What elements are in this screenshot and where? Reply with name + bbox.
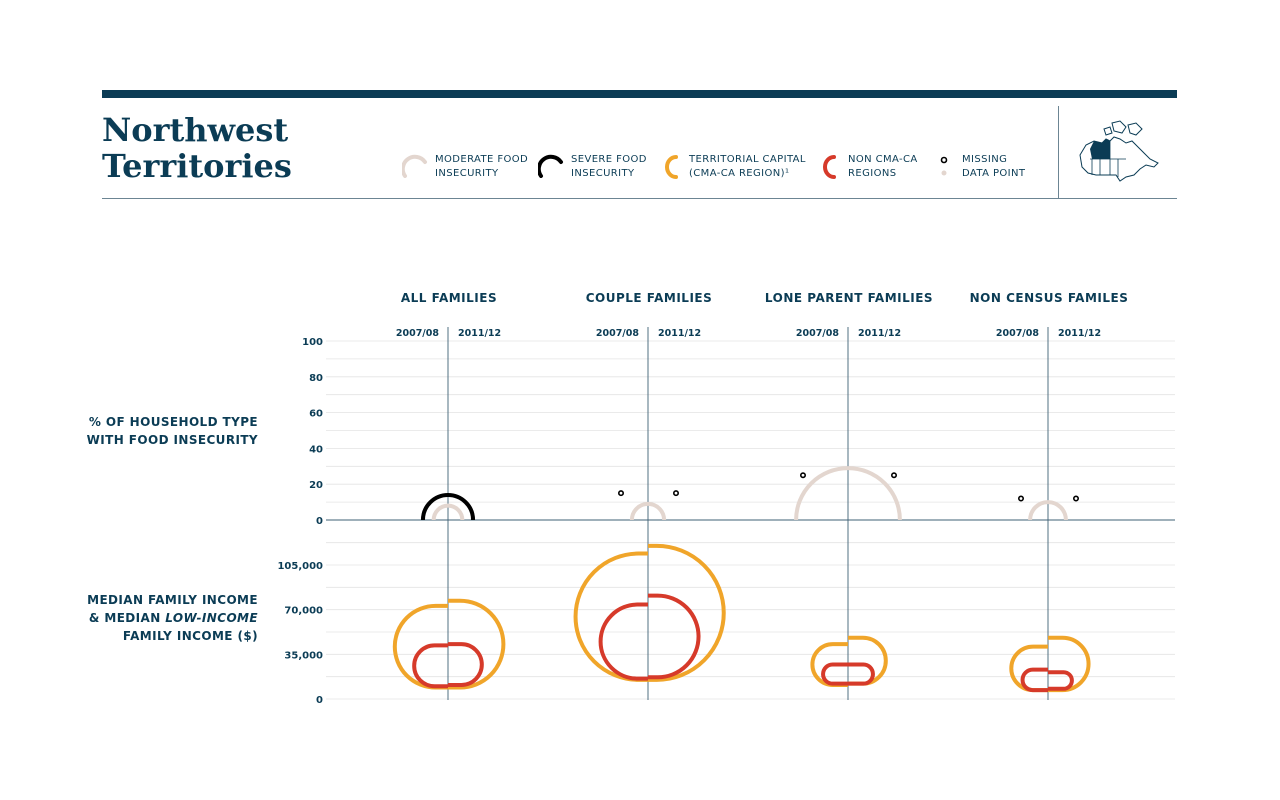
- moderate-insecurity-arc: [794, 466, 849, 521]
- legend-capital-label: TERRITORIAL CAPITAL (CMA-CA REGION)¹: [689, 154, 806, 179]
- income-row-label-line1: MEDIAN FAMILY INCOME: [87, 593, 258, 607]
- capital-income-shape: [810, 642, 848, 687]
- missing-data-point: [799, 472, 806, 479]
- noncma-income-shape: [412, 643, 448, 689]
- column-title: LONE PARENT FAMILIES: [765, 291, 933, 305]
- moderate-insecurity-arc: [1028, 500, 1049, 521]
- page-title-line2: Territories: [102, 147, 292, 185]
- food-axis-tick-label: 0: [316, 516, 323, 527]
- income-row-label-line3: FAMILY INCOME ($): [123, 629, 258, 643]
- period-label-left: 2007/08: [796, 328, 840, 339]
- legend-severe-label: SEVERE FOOD INSECURITY: [571, 154, 647, 179]
- income-axis-tick-label: 70,000: [284, 606, 323, 617]
- missing-data-point: [672, 490, 679, 497]
- noncma-income-shape: [598, 602, 648, 681]
- page-title: Northwest Territories: [102, 112, 292, 184]
- period-label-left: 2007/08: [596, 328, 640, 339]
- moderate-insecurity-arc: [431, 503, 449, 521]
- capital-income-shape: [1048, 635, 1091, 693]
- severe-insecurity-legend-icon: [538, 154, 563, 178]
- missing-data-point: [890, 472, 897, 479]
- food-axis-tick-label: 60: [309, 409, 323, 420]
- column-title: NON CENSUS FAMILES: [970, 291, 1129, 305]
- noncma-income-shape: [648, 593, 701, 680]
- period-label-right: 2011/12: [658, 328, 701, 339]
- missing-data-point: [1073, 495, 1080, 502]
- food-axis-tick-label: 20: [309, 480, 323, 491]
- period-label-right: 2011/12: [458, 328, 501, 339]
- moderate-insecurity-arc: [847, 466, 902, 521]
- column-title: ALL FAMILIES: [401, 291, 497, 305]
- territorial-capital-legend-icon: [665, 155, 678, 179]
- food-row-label-line2: WITH FOOD INSECURITY: [87, 433, 258, 447]
- income-axis-tick-label: 0: [316, 695, 323, 706]
- noncma-income-shape: [1020, 667, 1048, 693]
- capital-income-shape: [648, 543, 726, 682]
- period-label-left: 2007/08: [396, 328, 440, 339]
- header-rule: [102, 198, 1177, 199]
- period-label-left: 2007/08: [996, 328, 1040, 339]
- moderate-insecurity-arc: [447, 503, 465, 521]
- food-axis-tick-label: 80: [309, 373, 323, 384]
- noncma-income-shape: [848, 662, 875, 686]
- missing-data-point: [617, 490, 624, 497]
- moderate-insecurity-legend-icon: [402, 154, 427, 178]
- moderate-insecurity-arc: [1047, 500, 1068, 521]
- non-cma-legend-icon: [823, 155, 836, 179]
- column-title: COUPLE FAMILIES: [586, 291, 713, 305]
- food-row-label-line1: % OF HOUSEHOLD TYPE: [89, 415, 258, 429]
- severe-insecurity-arc: [447, 492, 476, 521]
- page-title-line1: Northwest: [102, 111, 289, 149]
- moderate-insecurity-arc: [629, 501, 649, 521]
- period-label-right: 2011/12: [1058, 328, 1101, 339]
- noncma-income-shape: [448, 642, 484, 687]
- income-axis-tick-label: 105,000: [277, 561, 323, 572]
- legend-noncma-label: NON CMA-CA REGIONS: [848, 154, 918, 179]
- income-row-label-italic: LOW-INCOME: [165, 611, 258, 625]
- food-axis-tick-label: 100: [302, 337, 323, 348]
- period-label-right: 2011/12: [858, 328, 901, 339]
- food-axis-tick-label: 40: [309, 444, 323, 455]
- capital-income-shape: [448, 598, 506, 690]
- map-divider: [1058, 106, 1059, 198]
- missing-data-point: [1017, 495, 1024, 502]
- income-row-label-prefix: & MEDIAN: [89, 611, 165, 625]
- legend-missing-label: MISSING DATA POINT: [962, 154, 1026, 179]
- header-top-bar: [102, 90, 1177, 98]
- severe-insecurity-arc: [420, 492, 449, 521]
- capital-income-shape: [392, 603, 448, 690]
- legend-moderate-label: MODERATE FOOD INSECURITY: [435, 154, 529, 179]
- moderate-insecurity-arc: [647, 501, 667, 521]
- capital-income-shape: [573, 551, 648, 682]
- income-axis-tick-label: 35,000: [284, 650, 323, 661]
- canada-map-icon: [1079, 120, 1159, 182]
- income-row-label-line2: & MEDIAN LOW-INCOME: [89, 611, 258, 625]
- missing-data-legend-icon: [940, 156, 948, 176]
- noncma-income-shape: [1048, 670, 1074, 691]
- noncma-income-shape: [821, 662, 848, 686]
